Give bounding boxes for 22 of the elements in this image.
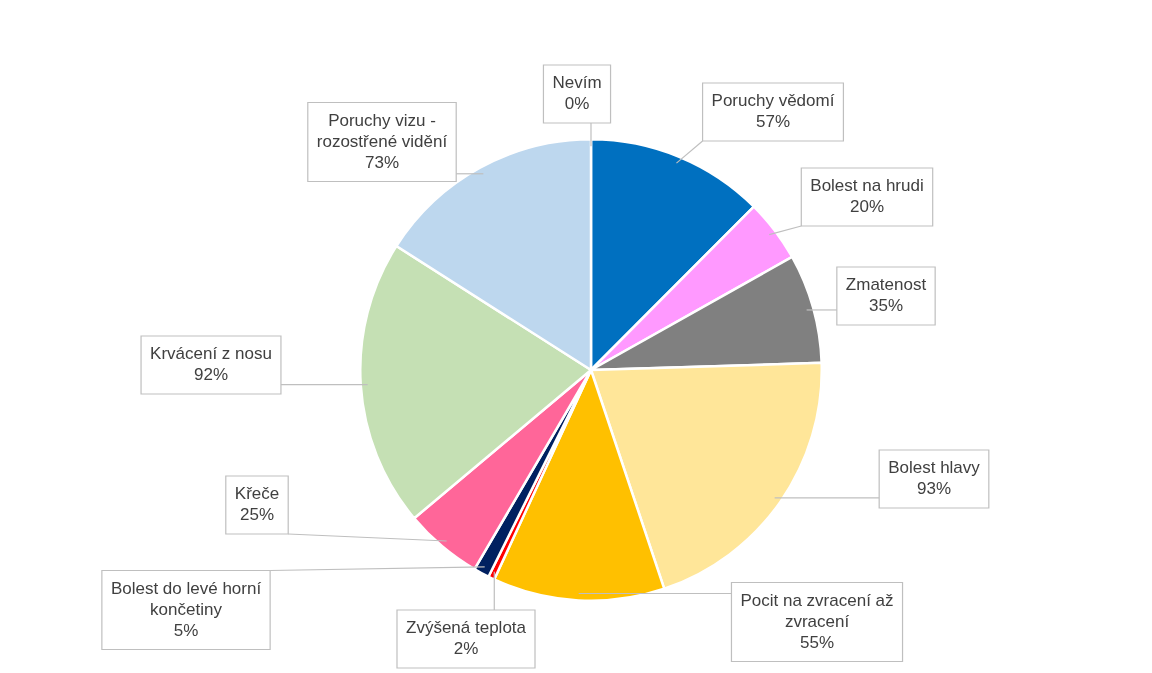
slice-label: Zvýšená teplota: [405, 618, 527, 638]
category-label: Nevím: [552, 73, 602, 93]
data-label: 57%: [755, 112, 791, 132]
data-label: 2%: [453, 639, 479, 659]
data-label: 92%: [193, 365, 229, 385]
data-label: 5%: [173, 620, 199, 640]
data-label: 25%: [239, 505, 275, 525]
slice-label: Poruchy vědomí: [711, 91, 835, 111]
text: 0%: [564, 94, 590, 114]
slice-label: Poruchy vizu - rozostřené vidění: [316, 110, 448, 151]
slice-label: Krvácení z nosu: [150, 344, 272, 364]
data-label: 93%: [916, 479, 952, 499]
slice-label: Zmatenost: [845, 275, 927, 295]
data-label: 20%: [849, 197, 885, 217]
slice-label: Křeče: [234, 484, 280, 504]
data-label: 73%: [364, 152, 400, 172]
slice-label: Bolest hlavy: [888, 458, 981, 478]
slice-label: Bolest do levé horní končetiny: [110, 578, 262, 619]
slice-label: Bolest na hrudi: [810, 176, 924, 196]
slice-label: Pocit na zvracení až zvracení: [740, 590, 894, 631]
data-label: 35%: [868, 296, 904, 316]
data-label: 55%: [799, 632, 835, 652]
